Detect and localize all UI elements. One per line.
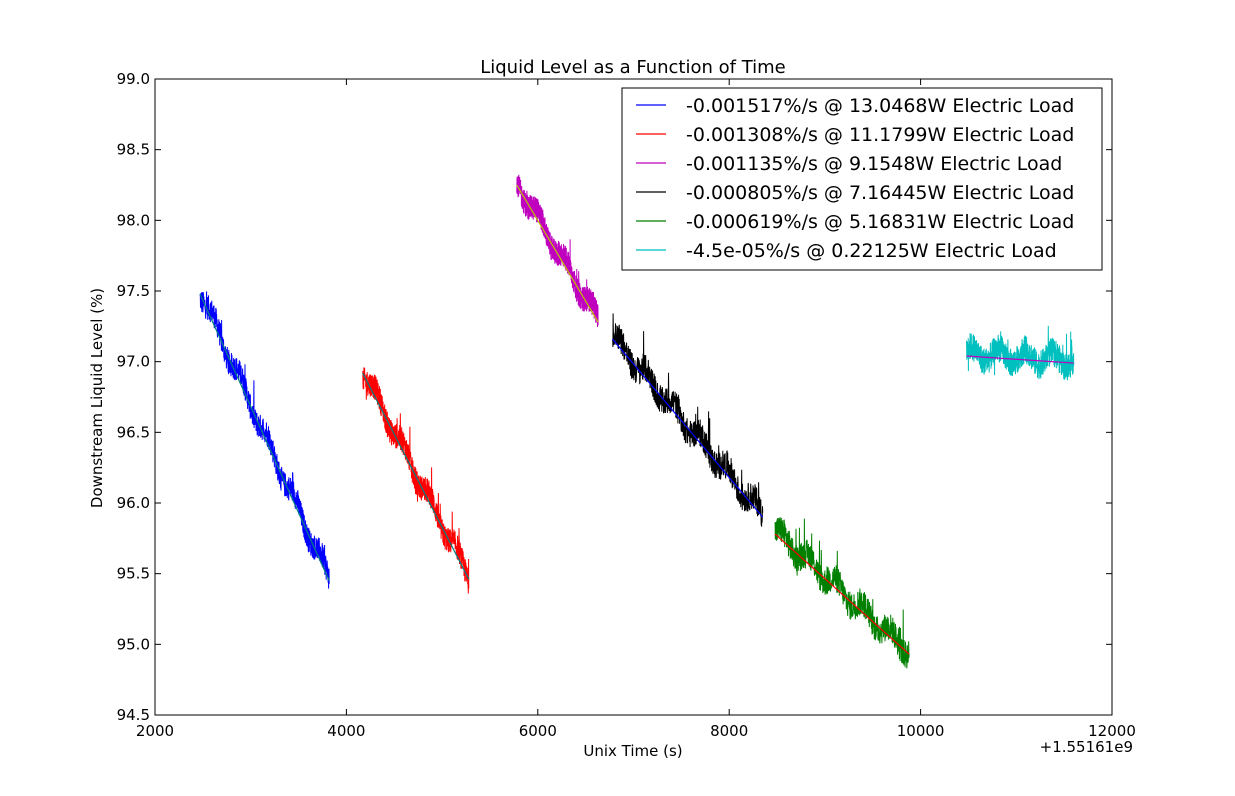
series-fit-line-3: [516, 184, 599, 323]
series-fit-line-4: [611, 338, 764, 518]
y-tick-label: 97.5: [117, 282, 150, 300]
legend-label: -0.001308%/s @ 11.1799W Electric Load: [686, 124, 1074, 146]
x-tick-label: 10000: [897, 722, 945, 740]
legend-label: -0.000805%/s @ 7.16445W Electric Load: [686, 182, 1074, 204]
y-axis: 94.5 95.0 95.5 96.0 96.5 97.0 97.5 98.0 98.5 99.0: [117, 70, 1112, 724]
fit-lines-back: [199, 174, 1075, 669]
series-trace-1: [199, 291, 330, 589]
y-tick-label: 94.5: [117, 706, 150, 724]
y-tick-label: 98.0: [117, 211, 150, 229]
plot-area-frame: [154, 78, 1113, 716]
y-axis-title: Downstream Liquid Level (%): [88, 288, 106, 508]
series-fit-line-5: [774, 533, 910, 655]
series-fit-line-6: [966, 355, 1074, 364]
series-trace-6: [966, 325, 1075, 381]
legend-label: -4.5e-05%/s @ 0.22125W Electric Load: [686, 240, 1057, 262]
y-tick-label: 95.0: [117, 635, 150, 653]
y-tick-label: 97.0: [117, 353, 150, 371]
legend-box: [621, 87, 1103, 271]
legend-label: -0.001135%/s @ 9.1548W Electric Load: [686, 153, 1062, 175]
y-tick-label: 96.0: [117, 494, 150, 512]
y-tick-label: 96.5: [117, 423, 150, 441]
legend-label: -0.001517%/s @ 13.0468W Electric Load: [686, 95, 1074, 117]
x-tick-label: 8000: [710, 722, 748, 740]
series-trace-5: [774, 517, 910, 669]
x-tick-label: 2000: [136, 722, 174, 740]
series-trace-3: [516, 174, 599, 328]
x-offset-label: +1.55161e9: [1040, 738, 1133, 756]
x-tick-label: 6000: [519, 722, 557, 740]
x-tick-label: 4000: [327, 722, 365, 740]
y-tick-label: 99.0: [117, 70, 150, 88]
series-fit-line-1: [199, 293, 330, 581]
series-fit-line-2: [362, 372, 470, 580]
y-tick-label: 95.5: [117, 565, 150, 583]
x-axis: 2000 4000 6000 8000 10000 12000: [136, 79, 1136, 740]
x-tick-label: 12000: [1088, 722, 1136, 740]
series-trace-2: [362, 367, 470, 594]
series-trace-4: [611, 313, 764, 527]
x-axis-title: Unix Time (s): [583, 742, 682, 760]
y-tick-label: 98.5: [117, 141, 150, 159]
legend: -0.001517%/s @ 13.0468W Electric Load -0.…: [621, 87, 1103, 271]
chart-title: Liquid Level as a Function of Time: [480, 57, 786, 78]
legend-label: -0.000619%/s @ 5.16831W Electric Load: [686, 211, 1074, 233]
